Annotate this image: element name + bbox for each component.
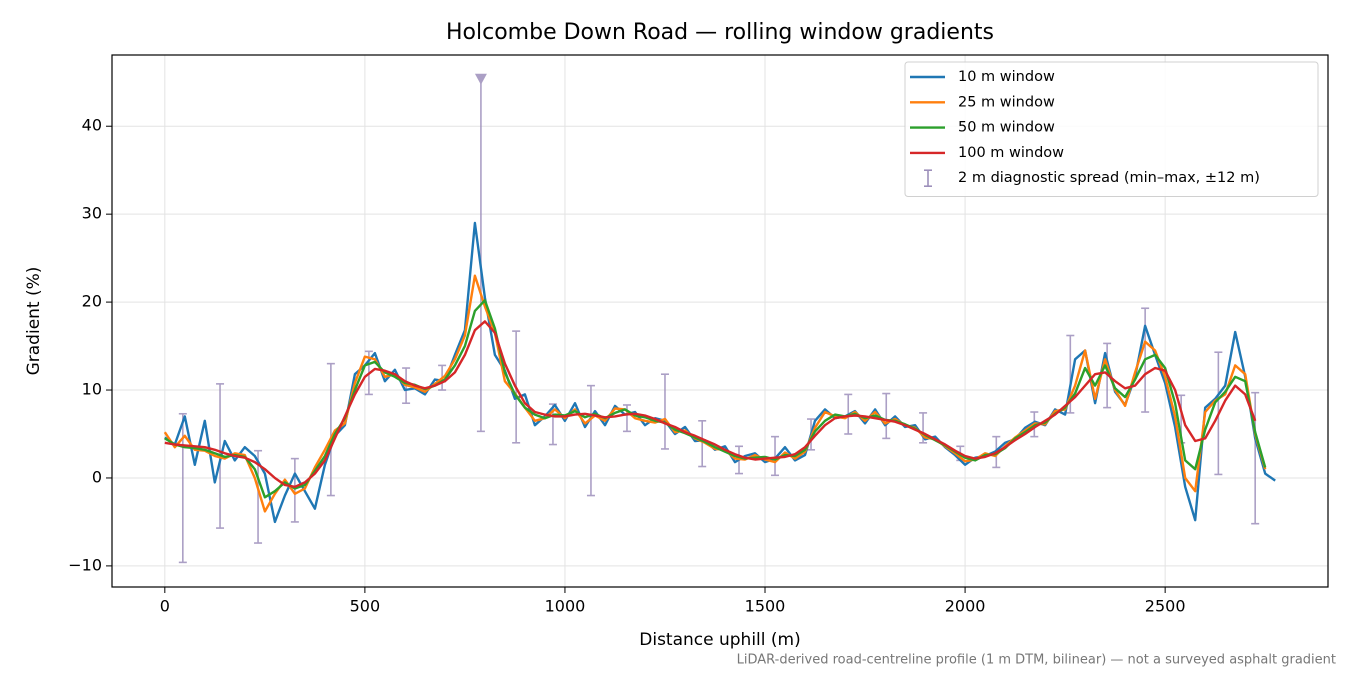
y-tick-label: 40: [82, 116, 102, 135]
spread-bar: [882, 392, 891, 440]
footnote: LiDAR-derived road-centreline profile (1…: [737, 653, 1336, 668]
spread-bar: [326, 362, 335, 497]
legend-label: 25 m window: [958, 94, 1055, 110]
x-tick-label: 2500: [1145, 597, 1186, 616]
series-line: [164, 320, 1257, 488]
y-tick-label: −10: [68, 555, 102, 574]
y-tick-label: 10: [82, 380, 102, 399]
legend: 10 m window 25 m window 50 m window 100 m w…: [904, 61, 1319, 197]
chart-title: Holcombe Down Road — rolling window grad…: [446, 20, 994, 45]
spread-bar: [660, 373, 669, 450]
x-tick-label: 0: [160, 597, 170, 616]
legend-box: [904, 61, 1319, 197]
y-tick-label: 20: [82, 292, 102, 311]
y-tick-label: 0: [92, 467, 102, 486]
legend-label: 10 m window: [958, 69, 1055, 85]
legend-label: 50 m window: [958, 120, 1055, 136]
legend-label: 2 m diagnostic spread (min–max, ±12 m): [958, 170, 1260, 186]
spread-clip-marker: [474, 73, 487, 85]
spread-bar: [586, 384, 595, 497]
spread-bar: [1251, 391, 1260, 525]
x-tick-label: 500: [350, 597, 381, 616]
spread-bar: [474, 73, 487, 433]
x-tick-label: 1500: [745, 597, 786, 616]
x-tick-label: 1000: [545, 597, 586, 616]
y-axis-label: Gradient (%): [24, 267, 44, 376]
spread-bar: [698, 420, 707, 468]
spread-bar: [771, 435, 780, 477]
y-tick-label: 30: [82, 204, 102, 223]
spread-bar: [290, 457, 299, 523]
spread-bar: [254, 449, 263, 544]
plot-frame: [111, 54, 1329, 588]
x-tick-label: 2000: [945, 597, 986, 616]
legend-label: 100 m window: [958, 145, 1064, 161]
x-axis-label: Distance uphill (m): [639, 630, 800, 650]
